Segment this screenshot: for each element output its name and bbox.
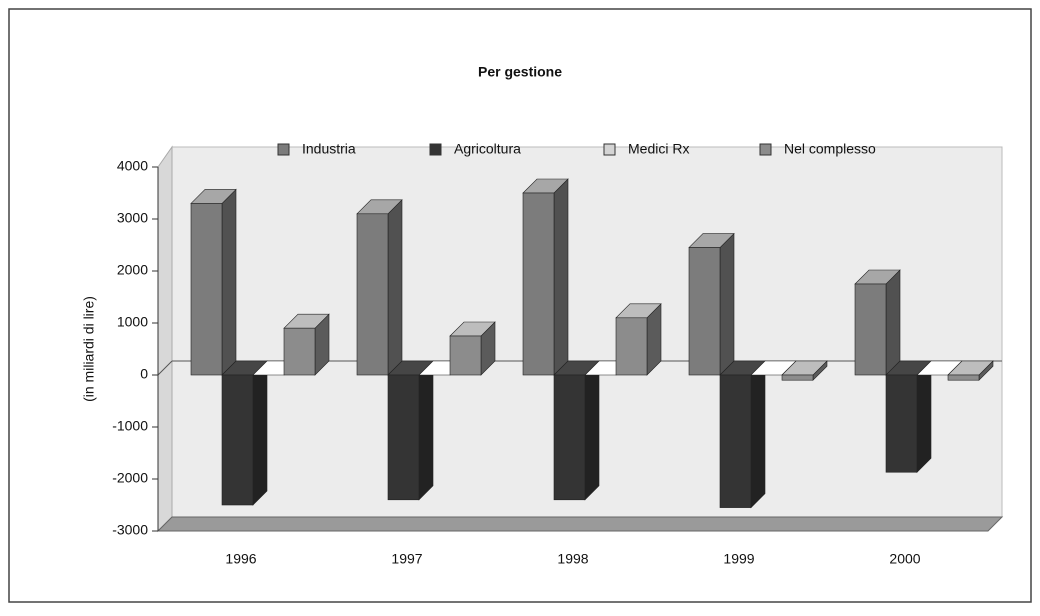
bar-side [584,360,600,501]
bar-side [387,199,403,376]
x-tick-label: 1997 [391,551,422,567]
legend-swatch [759,143,772,156]
bar [449,321,496,376]
side-wall [157,145,173,533]
bar-front [615,317,648,376]
legend-swatch [429,143,442,156]
bar [553,360,600,501]
legend-swatch [277,143,290,156]
y-axis-label: (in miliardi di lire) [81,296,97,402]
bar-side [750,360,766,509]
bar-front [522,192,555,376]
bar-side [553,178,569,376]
bar [221,360,268,506]
floor [156,516,1004,532]
x-tick-label: 1996 [225,551,256,567]
y-tick-label: 4000 [117,158,148,174]
bar-side [418,360,434,501]
bar-front [553,374,586,501]
legend-label: Industria [302,141,356,157]
y-tick-label: 1000 [117,314,148,330]
y-tick-label: -1000 [112,418,148,434]
bar-side [885,269,901,376]
x-tick-label: 2000 [889,551,920,567]
bar-side [916,360,932,473]
zero-line-front [157,360,173,376]
bar-front [387,374,420,501]
bar [522,178,569,376]
bar [615,303,662,376]
bar-front [854,283,887,376]
bar [283,313,330,376]
y-tick-label: -2000 [112,470,148,486]
bar [719,360,766,509]
bar [356,199,403,376]
legend-label: Medici Rx [628,141,689,157]
y-tick-label: -3000 [112,522,148,538]
legend-swatch [603,143,616,156]
chart-title: Per gestione [478,64,562,80]
bar [781,360,828,381]
bar-front [356,213,389,376]
bar-front [781,374,814,381]
y-tick-label: 3000 [117,210,148,226]
bar-front [947,374,980,381]
bar-front [283,327,316,376]
bar-side [221,188,237,376]
legend-label: Nel complesso [784,141,876,157]
bar [688,232,735,376]
bar [854,269,901,376]
bar-front [719,374,752,508]
bar-front [190,203,223,376]
bar [885,360,932,473]
y-tick-label: 0 [140,366,148,382]
bar-front [885,374,918,473]
legend-label: Agricoltura [454,141,521,157]
bar [947,360,994,381]
bar-front [221,374,254,506]
bar-side [252,360,268,506]
bar-front [449,335,482,376]
bar-side [719,232,735,376]
x-tick-label: 1999 [723,551,754,567]
x-tick-label: 1998 [557,551,588,567]
bar [190,188,237,376]
y-tick-label: 2000 [117,262,148,278]
bar-front [688,247,721,376]
bar [387,360,434,501]
